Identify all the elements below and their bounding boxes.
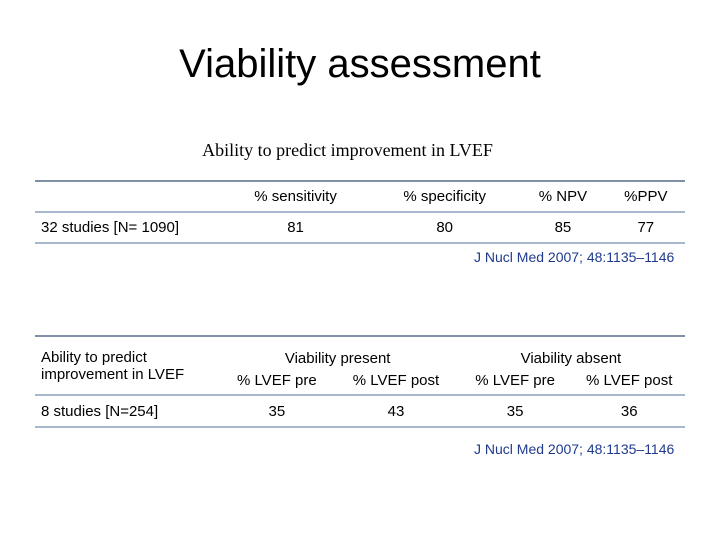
table-lvef: Ability to predict improvement in LVEF V… bbox=[35, 335, 685, 428]
row-label: 8 studies [N=254] bbox=[35, 395, 219, 428]
value-absent-pre: 35 bbox=[456, 395, 574, 428]
slide-title: Viability assessment bbox=[179, 42, 541, 86]
header-specificity: % specificity bbox=[370, 180, 520, 213]
value-present-post: 43 bbox=[335, 395, 457, 428]
value-absent-post: 36 bbox=[573, 395, 685, 428]
table-row: 8 studies [N=254] 35 43 35 36 bbox=[35, 395, 685, 428]
header-sensitivity: % sensitivity bbox=[221, 180, 371, 213]
header-cell-empty bbox=[35, 180, 221, 213]
header-ppv: %PPV bbox=[606, 180, 685, 213]
row-label-header: Ability to predict improvement in LVEF bbox=[35, 335, 219, 396]
table-header-row: % sensitivity % specificity % NPV %PPV bbox=[35, 180, 685, 213]
table-subheader-row: % LVEF pre % LVEF post % LVEF pre % LVEF… bbox=[35, 367, 685, 396]
group-viability-absent: Viability absent bbox=[456, 335, 685, 367]
table-sensitivity: % sensitivity % specificity % NPV %PPV 3… bbox=[35, 180, 685, 244]
row-label: 32 studies [N= 1090] bbox=[35, 212, 221, 244]
value-ppv: 77 bbox=[606, 212, 685, 244]
table1-caption: Ability to predict improvement in LVEF bbox=[202, 140, 493, 160]
table-row: 32 studies [N= 1090] 81 80 85 77 bbox=[35, 212, 685, 244]
value-npv: 85 bbox=[519, 212, 607, 244]
value-specificity: 80 bbox=[370, 212, 520, 244]
citation-1: J Nucl Med 2007; 48:1135–1146 bbox=[474, 249, 675, 265]
row-label-header-line1: Ability to predict bbox=[41, 348, 147, 366]
header-npv: % NPV bbox=[519, 180, 607, 213]
subheader-present-pre: % LVEF pre bbox=[218, 367, 336, 396]
table-group-header-row: Ability to predict improvement in LVEF V… bbox=[35, 335, 685, 396]
subheader-absent-pre: % LVEF pre bbox=[456, 367, 574, 396]
value-sensitivity: 81 bbox=[221, 212, 371, 244]
subheader-absent-post: % LVEF post bbox=[573, 367, 685, 396]
citation-2: J Nucl Med 2007; 48:1135–1146 bbox=[474, 441, 675, 457]
subheader-present-post: % LVEF post bbox=[335, 367, 457, 396]
row-label-header-line2: improvement in LVEF bbox=[41, 365, 185, 383]
value-present-pre: 35 bbox=[218, 395, 336, 428]
group-viability-present: Viability present bbox=[218, 335, 457, 367]
